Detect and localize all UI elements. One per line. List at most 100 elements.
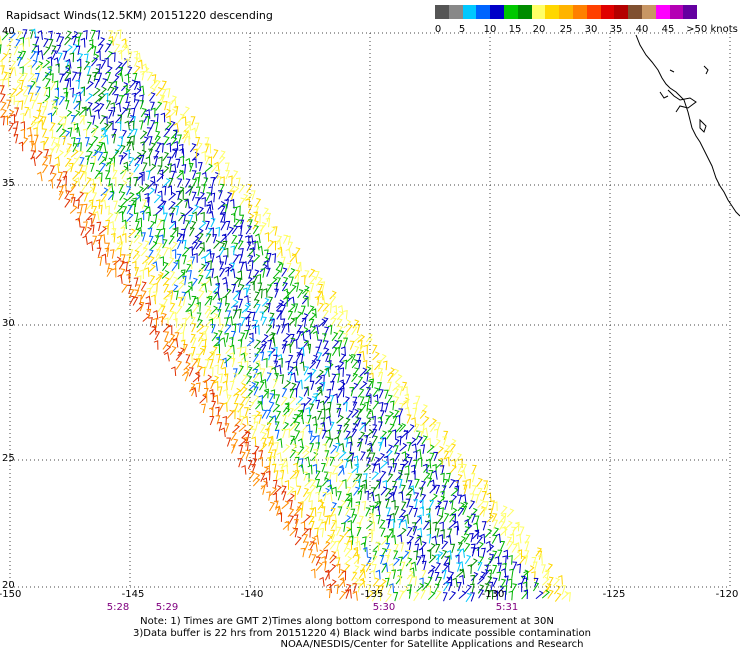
wind-barb bbox=[343, 396, 351, 406]
wind-barb bbox=[406, 414, 412, 424]
wind-barb bbox=[50, 45, 57, 55]
wind-barb bbox=[53, 57, 60, 67]
wind-barb bbox=[359, 350, 365, 361]
wind-barb bbox=[160, 219, 165, 230]
wind-barb bbox=[55, 44, 62, 55]
wind-barb bbox=[207, 156, 213, 167]
wind-barb bbox=[419, 577, 424, 588]
wind-barb bbox=[387, 466, 393, 476]
wind-barb bbox=[57, 52, 63, 62]
wind-barb bbox=[353, 486, 360, 496]
wind-barb bbox=[289, 470, 298, 480]
wind-barb bbox=[458, 574, 465, 585]
wind-barb bbox=[240, 316, 246, 327]
wind-barb bbox=[220, 337, 226, 347]
wind-barb bbox=[294, 274, 300, 285]
time-label-0530: 5:30 bbox=[372, 602, 396, 613]
wind-barb bbox=[561, 585, 566, 595]
wind-barb bbox=[552, 577, 561, 587]
wind-barb bbox=[366, 393, 372, 404]
wind-barb bbox=[337, 340, 343, 350]
wind-barb bbox=[302, 339, 310, 349]
wind-barb bbox=[253, 291, 260, 301]
wind-barb bbox=[192, 303, 199, 314]
wind-barb bbox=[20, 121, 26, 131]
wind-barb bbox=[128, 140, 135, 151]
wind-barb bbox=[238, 254, 243, 264]
wind-barb bbox=[347, 459, 353, 469]
wind-barb bbox=[309, 443, 315, 453]
wind-barb bbox=[0, 115, 5, 126]
wind-barb bbox=[242, 287, 248, 298]
wind-barb bbox=[151, 107, 156, 118]
wind-barb bbox=[224, 288, 232, 298]
wind-barb bbox=[177, 134, 182, 144]
wind-barb bbox=[313, 324, 319, 335]
wind-barb bbox=[106, 162, 112, 172]
wind-barb bbox=[72, 170, 80, 180]
wind-barb bbox=[241, 464, 247, 475]
legend-swatch-7 bbox=[531, 5, 546, 19]
wind-barb bbox=[330, 507, 336, 517]
wind-barb bbox=[223, 247, 229, 258]
wind-barb bbox=[413, 507, 418, 518]
wind-barb bbox=[331, 331, 339, 342]
wind-barb bbox=[477, 499, 485, 509]
wind-barb bbox=[269, 317, 275, 327]
wind-barb bbox=[97, 72, 103, 82]
wind-barb bbox=[464, 584, 472, 594]
wind-barb bbox=[30, 59, 38, 69]
wind-barb bbox=[132, 197, 137, 208]
wind-barb bbox=[150, 120, 156, 130]
legend-swatch-17 bbox=[669, 5, 684, 19]
wind-barb bbox=[322, 487, 331, 497]
wind-barb bbox=[245, 225, 253, 235]
wind-barb bbox=[346, 323, 353, 333]
wind-barb bbox=[253, 421, 259, 431]
wind-barb bbox=[413, 423, 420, 433]
wind-barb bbox=[208, 388, 214, 399]
wind-barb bbox=[159, 142, 164, 153]
wind-barb bbox=[237, 270, 243, 281]
wind-barb bbox=[345, 583, 352, 594]
wind-barb bbox=[209, 359, 214, 369]
wind-barb bbox=[305, 290, 311, 301]
wind-barb bbox=[265, 465, 270, 476]
wind-barb bbox=[405, 487, 414, 496]
wind-barb bbox=[121, 82, 129, 92]
wind-barb bbox=[433, 428, 439, 439]
wind-barb bbox=[291, 490, 297, 501]
wind-barb bbox=[287, 371, 293, 382]
wind-barb bbox=[107, 81, 114, 92]
wind-barb bbox=[379, 470, 387, 480]
wind-barb bbox=[69, 52, 75, 63]
wind-barb bbox=[435, 505, 441, 516]
wind-barb bbox=[132, 128, 138, 138]
wind-barb bbox=[100, 233, 106, 244]
wind-barb bbox=[416, 527, 423, 538]
wind-barb bbox=[156, 242, 163, 252]
wind-barb bbox=[395, 414, 401, 425]
wind-barb bbox=[105, 50, 113, 60]
wind-barb bbox=[228, 175, 233, 186]
wind-barb bbox=[419, 480, 426, 490]
wind-barb bbox=[314, 270, 320, 281]
wind-barb bbox=[400, 463, 405, 474]
wind-barb bbox=[352, 478, 359, 488]
wind-barb bbox=[137, 294, 142, 305]
wind-barb bbox=[224, 266, 230, 277]
wind-barb bbox=[378, 371, 384, 382]
wind-barb bbox=[147, 71, 153, 81]
wind-barb bbox=[197, 232, 204, 242]
wind-barb bbox=[352, 473, 361, 483]
wind-barb bbox=[34, 51, 39, 61]
wind-barb bbox=[304, 270, 310, 280]
wind-barb bbox=[78, 164, 84, 174]
wind-barb bbox=[333, 472, 338, 483]
wind-barb bbox=[453, 525, 459, 536]
wind-barb bbox=[171, 220, 177, 231]
wind-barb bbox=[117, 72, 124, 82]
wind-barb bbox=[215, 343, 220, 354]
wind-barb bbox=[320, 374, 325, 385]
wind-barb bbox=[441, 564, 449, 574]
